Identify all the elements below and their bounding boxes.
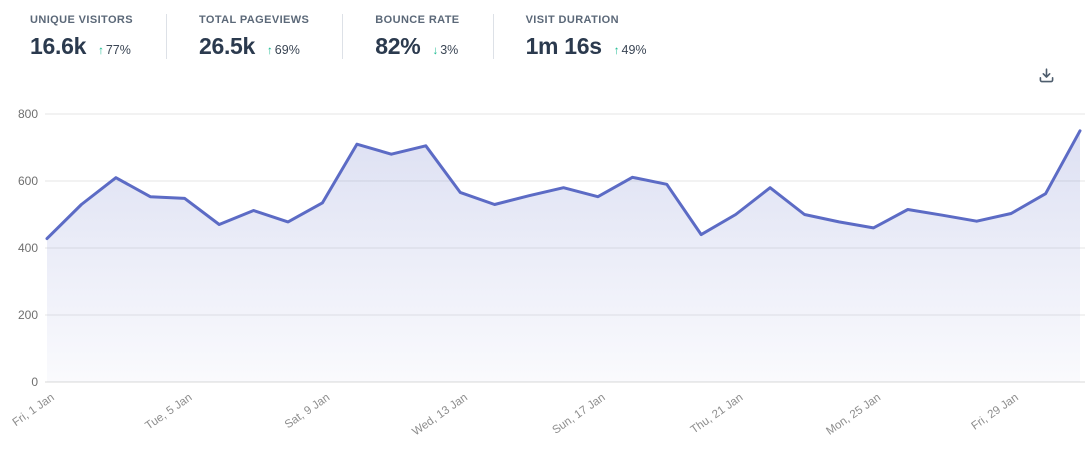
stat-value: 82% xyxy=(375,33,421,59)
trend-up-icon: ↑ xyxy=(98,45,104,57)
x-axis-tick-label: Fri, 29 Jan xyxy=(969,392,1020,433)
y-axis-tick-label: 600 xyxy=(18,174,38,188)
y-axis-tick-label: 400 xyxy=(18,241,38,255)
stat-unique-visitors: UNIQUE VISITORS 16.6k ↑ 77% xyxy=(30,14,167,59)
stat-label: TOTAL PAGEVIEWS xyxy=(198,14,310,26)
x-axis-tick-label: Fri, 1 Jan xyxy=(11,392,57,429)
trend-up-icon: ↑ xyxy=(267,45,273,57)
stat-delta: ↓ 3% xyxy=(432,43,458,57)
chart-area-fill xyxy=(47,130,1080,382)
chart-line xyxy=(45,129,1082,241)
stat-label: BOUNCE RATE xyxy=(375,14,460,26)
x-axis-tick-label: Wed, 13 Jan xyxy=(410,392,470,439)
stat-total-pageviews: TOTAL PAGEVIEWS 26.5k ↑ 69% xyxy=(198,14,344,59)
trend-up-icon: ↑ xyxy=(613,45,620,57)
stat-delta-value: 69% xyxy=(274,43,300,57)
stat-label: VISIT DURATION xyxy=(525,14,619,26)
stat-delta-value: 49% xyxy=(621,43,647,57)
x-axis-tick-label: Tue, 5 Jan xyxy=(143,392,194,433)
y-axis-tick-label: 800 xyxy=(18,107,38,121)
trend-down-icon: ↓ xyxy=(432,45,439,57)
stat-value: 26.5k xyxy=(198,33,256,59)
stat-delta-value: 3% xyxy=(440,43,459,57)
x-axis-tick-label: Mon, 25 Jan xyxy=(824,392,883,438)
stat-delta: ↑ 77% xyxy=(98,43,131,57)
stats-row: UNIQUE VISITORS 16.6k ↑ 77% TOTAL PAGEVIE… xyxy=(0,0,1085,59)
stat-value: 1m 16s xyxy=(525,33,603,59)
y-axis-tick-label: 0 xyxy=(31,375,38,389)
x-axis-tick-label: Thu, 21 Jan xyxy=(689,392,746,437)
stat-delta: ↑ 69% xyxy=(267,43,300,57)
stat-value: 16.6k xyxy=(30,33,87,59)
stat-bounce-rate: BOUNCE RATE 82% ↓ 3% xyxy=(375,14,494,59)
stat-delta: ↑ 49% xyxy=(614,43,647,57)
x-axis-tick-label: Sat, 9 Jan xyxy=(283,392,332,432)
y-axis-tick-label: 200 xyxy=(18,308,38,322)
download-icon xyxy=(1038,68,1055,87)
stat-visit-duration: VISIT DURATION 1m 16s ↑ 49% xyxy=(526,14,680,59)
stat-delta-value: 77% xyxy=(105,43,131,57)
x-axis-tick-label: Sun, 17 Jan xyxy=(550,392,607,437)
download-button[interactable] xyxy=(1034,63,1059,88)
stat-label: UNIQUE VISITORS xyxy=(30,14,133,26)
